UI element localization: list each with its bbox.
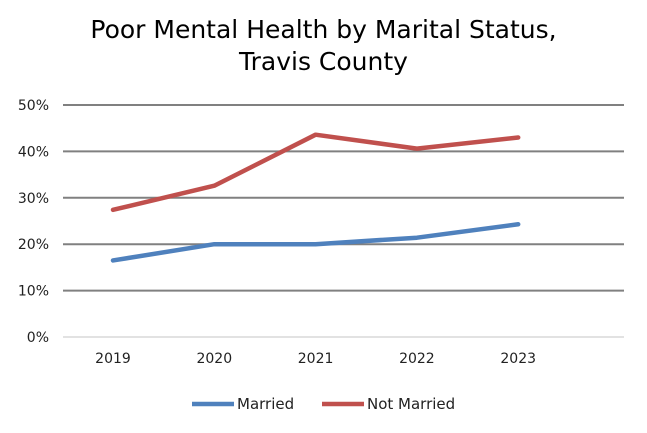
y-tick-label: 50% — [18, 98, 49, 114]
legend-label: Married — [237, 395, 294, 413]
y-tick-label: 40% — [18, 144, 49, 160]
x-tick-label: 2022 — [399, 351, 435, 367]
title-line-2: Travis County — [239, 47, 408, 76]
x-tick-label: 2021 — [298, 351, 334, 367]
legend-label: Not Married — [367, 395, 455, 413]
series-line-married — [110, 221, 521, 263]
series-line-not-married — [110, 132, 521, 213]
y-tick-label: 0% — [27, 330, 49, 346]
y-tick-label: 30% — [18, 191, 49, 207]
x-tick-label: 2020 — [196, 351, 232, 367]
y-tick-label: 10% — [18, 284, 49, 300]
x-tick-label: 2019 — [95, 351, 131, 367]
chart-title: Poor Mental Health by Marital Status, Tr… — [0, 14, 647, 78]
y-tick-label: 20% — [18, 237, 49, 253]
x-tick-label: 2023 — [500, 351, 536, 367]
title-line-1: Poor Mental Health by Marital Status, — [90, 15, 557, 44]
